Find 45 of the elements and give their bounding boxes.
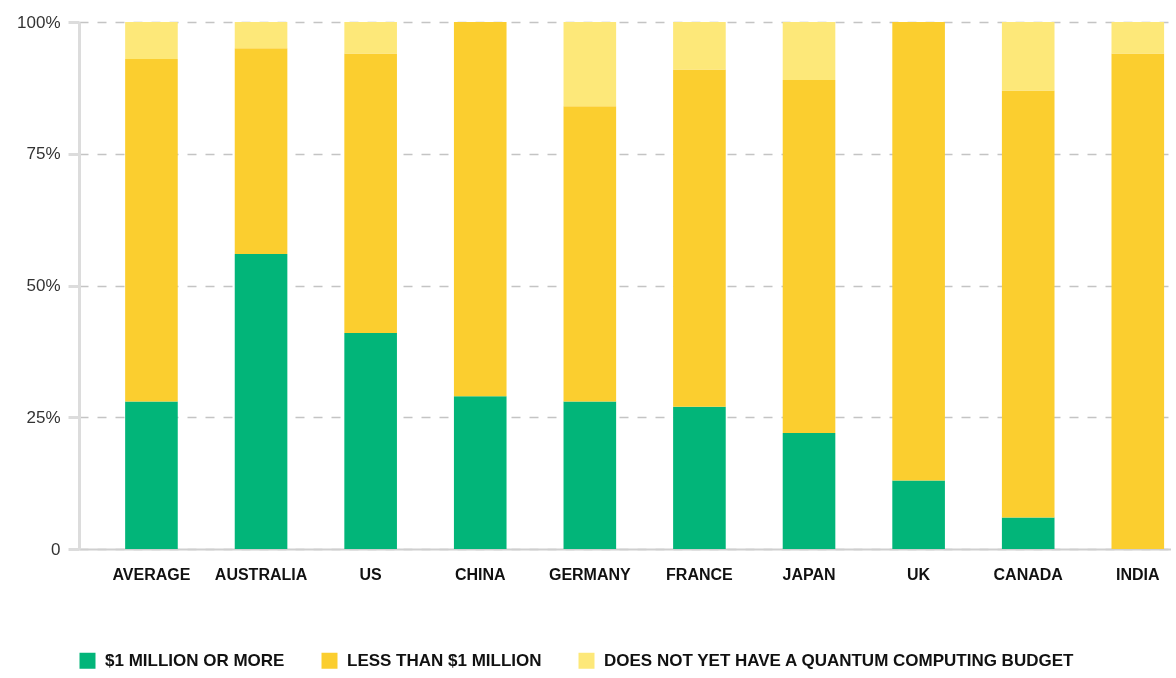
bar: [782, 433, 836, 549]
bar: [234, 22, 288, 49]
bar: [563, 106, 617, 402]
bar: [234, 48, 288, 254]
legend-label: $1 MILLION OR MORE: [105, 650, 285, 670]
bar: [673, 22, 726, 70]
bar: [673, 406, 726, 549]
bar: [1111, 53, 1165, 549]
x-tick-label: INDIA: [1116, 565, 1161, 583]
x-tick-label: UK: [907, 565, 931, 583]
bar: [344, 332, 397, 549]
bar: [782, 79, 836, 434]
x-tick-label: US: [359, 565, 383, 583]
x-tick-label: AUSTRALIA: [214, 565, 308, 583]
y-tick-label: 75%: [26, 144, 61, 164]
bar: [892, 480, 945, 549]
bar: [344, 22, 397, 54]
y-tick-label: 0: [51, 539, 61, 559]
bar: [125, 401, 178, 549]
x-tick-label: AVERAGE: [112, 565, 191, 583]
bar: [673, 69, 726, 407]
bar: [453, 22, 507, 397]
bar: [1001, 517, 1055, 549]
bar: [125, 58, 178, 402]
x-tick-label: FRANCE: [666, 565, 734, 583]
bar: [563, 22, 617, 107]
legend-label: DOES NOT YET HAVE A QUANTUM COMPUTING BUDGET: [604, 650, 1075, 670]
legend-label: LESS THAN $1 MILLION: [347, 650, 542, 670]
bar: [892, 22, 945, 481]
y-tick-label: 50%: [26, 276, 61, 295]
y-tick-label: 25%: [26, 407, 61, 427]
x-tick-label: GERMANY: [548, 565, 632, 583]
bar: [125, 22, 178, 59]
bar: [1001, 22, 1055, 91]
bar: [453, 396, 507, 549]
bar: [1001, 90, 1055, 518]
y-tick-label: 100%: [17, 12, 61, 32]
bar: [234, 253, 288, 549]
x-tick-label: JAPAN: [782, 565, 836, 583]
bar: [344, 53, 397, 333]
bar: [1111, 22, 1165, 54]
bar: [563, 401, 617, 549]
x-tick-label: CANADA: [993, 565, 1064, 583]
x-tick-label: CHINA: [454, 565, 507, 583]
bar: [782, 22, 836, 80]
